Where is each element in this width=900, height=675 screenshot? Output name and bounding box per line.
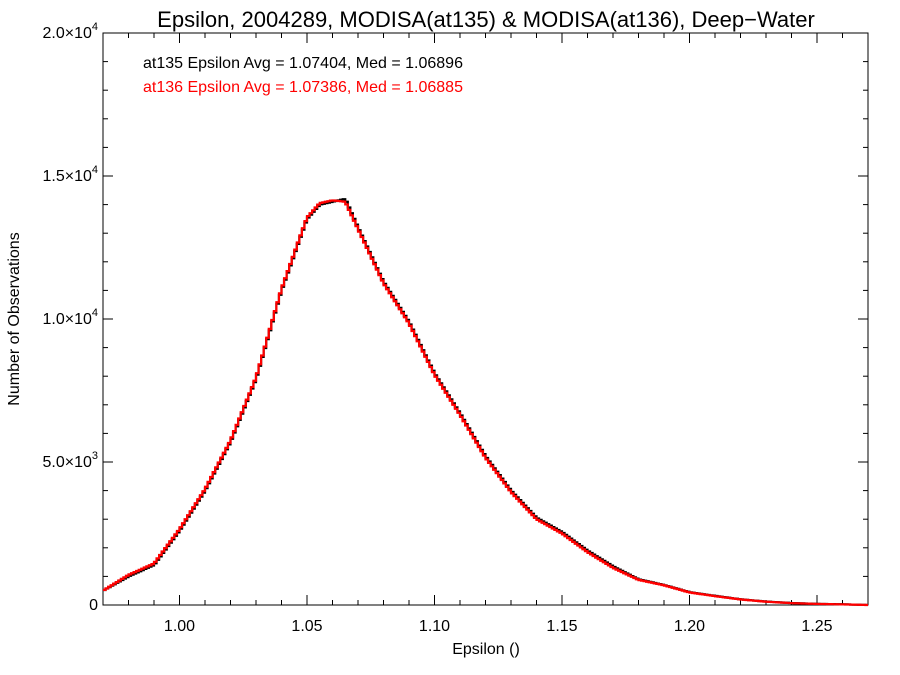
x-axis-label: Epsilon () <box>452 641 520 658</box>
series-group <box>103 198 868 607</box>
x-tick-label: 1.20 <box>674 618 705 635</box>
y-tick-label-exponent: 4 <box>92 21 98 33</box>
chart-title: Epsilon, 2004289, MODISA(at135) & MODISA… <box>157 7 815 32</box>
x-tick-labels: 1.00 1.05 1.10 1.15 1.20 1.25 <box>164 618 833 635</box>
y-tick-label-base: 0 <box>89 597 98 614</box>
y-tick-label-base: 1.5×10 <box>42 168 91 185</box>
y-tick-label: 2.0×104 <box>42 21 98 42</box>
y-tick-label-exponent: 4 <box>92 164 98 176</box>
y-axis-label: Number of Observations <box>6 232 23 405</box>
axis-ticks <box>103 32 868 606</box>
x-tick-label: 1.10 <box>419 618 450 635</box>
y-tick-label-base: 2.0×10 <box>42 25 91 42</box>
y-tick-label: 1.0×104 <box>42 307 98 328</box>
x-tick-label: 1.15 <box>546 618 577 635</box>
x-tick-label: 1.00 <box>164 618 195 635</box>
x-tick-label: 1.05 <box>291 618 322 635</box>
series-1-line <box>103 199 868 607</box>
y-tick-label: 5.0×103 <box>42 450 98 471</box>
plot-frame <box>102 32 869 606</box>
x-tick-label: 1.25 <box>801 618 832 635</box>
y-tick-label: 0 <box>89 597 98 614</box>
y-tick-label-base: 5.0×10 <box>42 454 91 471</box>
annotation-at135: at135 Epsilon Avg = 1.07404, Med = 1.068… <box>143 55 463 72</box>
y-tick-label-base: 1.0×10 <box>42 311 91 328</box>
y-tick-label: 1.5×104 <box>42 164 98 185</box>
series-0-line <box>103 198 868 607</box>
y-tick-label-exponent: 3 <box>92 450 98 462</box>
annotation-at136: at136 Epsilon Avg = 1.07386, Med = 1.068… <box>143 79 463 96</box>
y-tick-label-exponent: 4 <box>92 307 98 319</box>
